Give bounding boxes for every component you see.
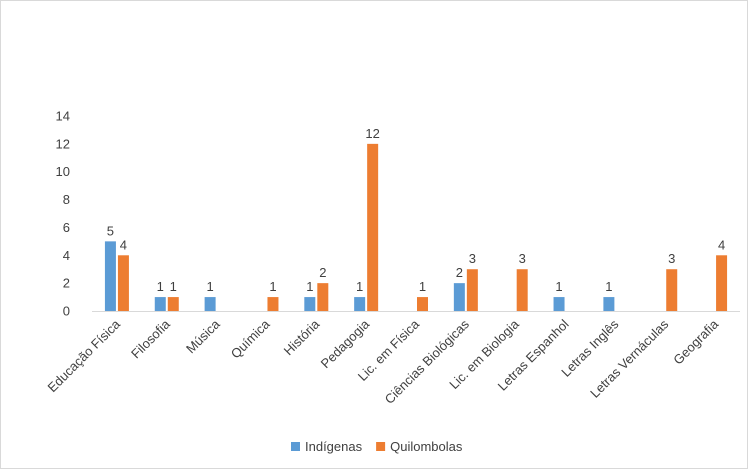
category-labels: Educação Física Filosofia Música Química His… xyxy=(44,316,721,407)
data-label: 1 xyxy=(269,279,276,294)
data-label: 1 xyxy=(419,279,426,294)
data-label: 4 xyxy=(120,237,127,252)
category-label: Ciências Biológicas xyxy=(382,316,473,407)
data-label: 1 xyxy=(157,279,164,294)
y-tick-label: 2 xyxy=(63,276,70,291)
bar xyxy=(666,269,678,311)
data-label: 1 xyxy=(555,279,562,294)
legend-swatch xyxy=(376,442,386,451)
category-label: Química xyxy=(228,316,273,361)
data-label: 1 xyxy=(170,279,177,294)
bar xyxy=(367,143,379,311)
bar xyxy=(317,283,329,311)
bar xyxy=(354,297,366,311)
y-tick-label: 4 xyxy=(63,248,70,263)
category-label: Geografia xyxy=(670,316,722,368)
legend-swatch xyxy=(291,442,300,451)
data-label: 5 xyxy=(107,223,114,238)
bar xyxy=(104,241,116,311)
category-label: Música xyxy=(183,316,223,356)
data-label: 3 xyxy=(469,251,476,266)
data-label: 2 xyxy=(456,265,463,280)
data-label: 1 xyxy=(605,279,612,294)
bar xyxy=(516,269,528,311)
data-label: 1 xyxy=(206,279,213,294)
bar xyxy=(466,269,478,311)
bar xyxy=(154,297,166,311)
category-label: Educação Física xyxy=(44,316,123,395)
y-tick-label: 14 xyxy=(56,109,70,124)
y-tick-label: 0 xyxy=(63,304,70,319)
bar xyxy=(603,297,615,311)
bar xyxy=(553,297,565,311)
bar xyxy=(716,255,728,311)
bar xyxy=(417,297,428,311)
legend-label: Indígenas xyxy=(305,439,363,454)
bar xyxy=(267,297,279,311)
y-tick-label: 8 xyxy=(63,192,70,207)
data-label: 2 xyxy=(319,265,326,280)
bars xyxy=(104,143,728,311)
legend: Indígenas Quilombolas xyxy=(291,439,463,454)
y-axis: 0 2 4 6 8 10 12 14 xyxy=(56,109,70,319)
data-label: 4 xyxy=(718,237,725,252)
legend-label: Quilombolas xyxy=(390,439,463,454)
data-label: 1 xyxy=(306,279,313,294)
category-label: História xyxy=(281,316,323,358)
data-label: 12 xyxy=(365,126,379,141)
bar xyxy=(167,297,179,311)
data-label: 3 xyxy=(668,251,675,266)
bar xyxy=(304,297,316,311)
category-label: Filosofia xyxy=(128,316,173,361)
data-label: 3 xyxy=(519,251,526,266)
bar xyxy=(453,283,465,311)
bar xyxy=(204,297,216,311)
data-label: 1 xyxy=(356,279,363,294)
y-tick-label: 6 xyxy=(63,220,70,235)
y-tick-label: 10 xyxy=(56,164,70,179)
y-tick-label: 12 xyxy=(56,136,70,151)
bar xyxy=(117,255,129,311)
